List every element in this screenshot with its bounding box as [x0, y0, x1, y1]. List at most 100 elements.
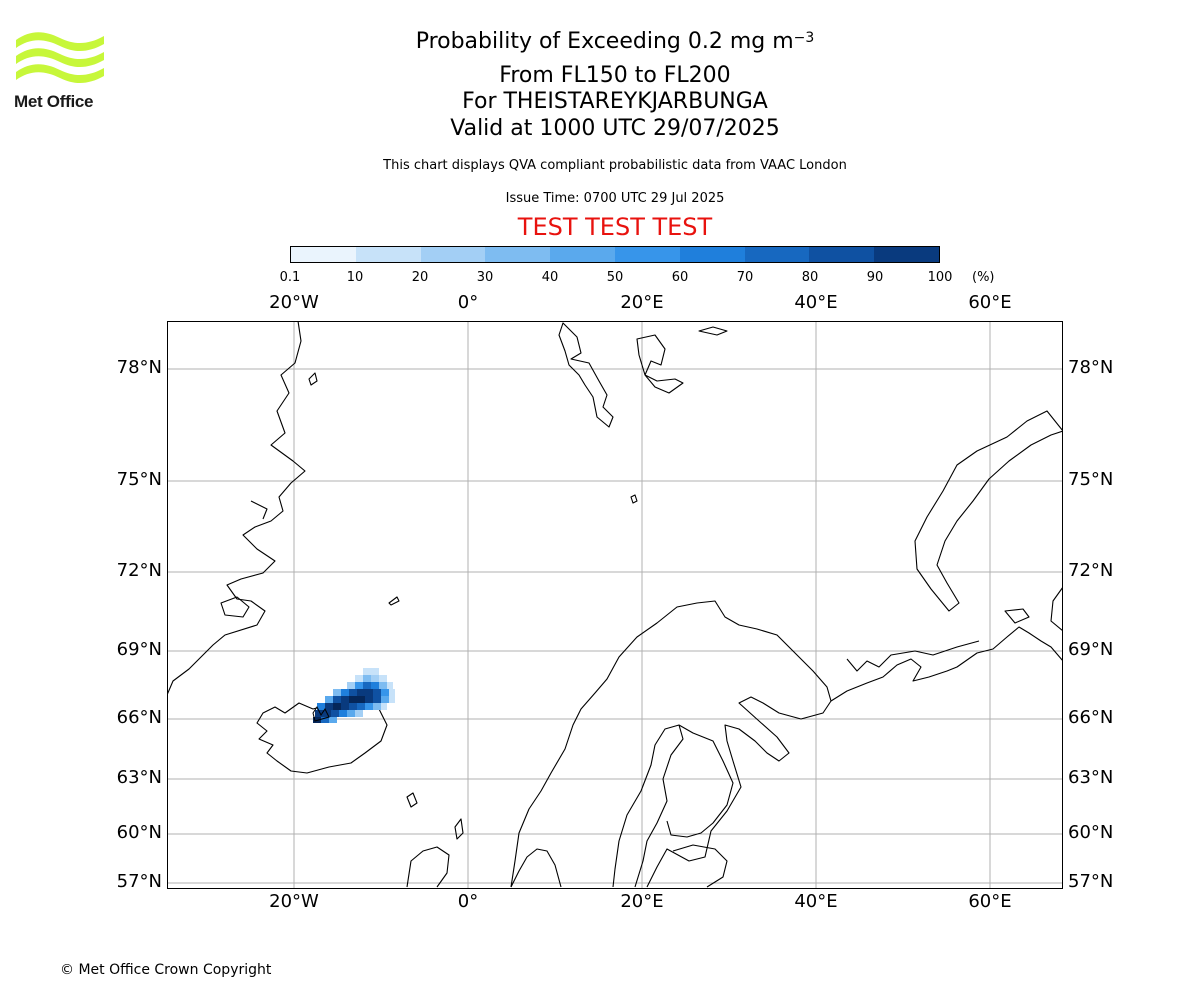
- plume-cell: [349, 689, 357, 696]
- longitude-label: 20°W: [269, 292, 319, 313]
- norway-south-coast: [510, 848, 562, 888]
- plume-cell: [381, 703, 387, 710]
- copyright: © Met Office Crown Copyright: [60, 962, 272, 978]
- plume-cell: [341, 703, 349, 710]
- chart-description: This chart displays QVA compliant probab…: [383, 158, 847, 173]
- colorbar-tick-label: 90: [866, 270, 884, 285]
- greenland-coastline: [167, 321, 306, 696]
- russian-coast-east: [846, 640, 980, 672]
- plume-cell: [371, 682, 379, 689]
- colorbar-segment: [291, 247, 356, 262]
- plume-cell: [333, 703, 341, 710]
- scandinavia-coastline: [510, 600, 832, 888]
- title-line1: Probability of Exceeding 0.2 mg m: [415, 29, 794, 54]
- plume-cell: [325, 703, 333, 710]
- plume-cell: [381, 696, 389, 703]
- colorbar-segment: [679, 247, 745, 262]
- plume-cell: [373, 689, 381, 696]
- kolguev: [1004, 608, 1030, 624]
- plume-cell: [357, 703, 365, 710]
- plume-cell: [389, 696, 395, 703]
- map-frame: [167, 321, 1063, 889]
- novaya-zemlya: [914, 410, 1063, 612]
- plume-cell: [333, 696, 341, 703]
- colorbar-tick-label: 50: [606, 270, 624, 285]
- latitude-label: 57°N: [1068, 871, 1114, 892]
- greenland-island-b: [220, 596, 250, 618]
- plume-cell: [355, 682, 363, 689]
- latitude-label: 60°N: [1068, 822, 1114, 843]
- plume-cell: [355, 675, 363, 682]
- colorbar-tick-label: 20: [411, 270, 429, 285]
- latitude-label: 69°N: [116, 639, 162, 660]
- latitude-label: 63°N: [116, 767, 162, 788]
- map-panel[interactable]: [167, 321, 1063, 889]
- plume-cell: [371, 668, 379, 675]
- colorbar-segment: [550, 247, 615, 262]
- plume-cell: [363, 675, 371, 682]
- colorbar-tick-label: 60: [671, 270, 689, 285]
- longitude-label: 40°E: [794, 292, 838, 313]
- plume-cell: [379, 682, 387, 689]
- latitude-label: 78°N: [116, 357, 162, 378]
- issue-time: Issue Time: 0700 UTC 29 Jul 2025: [505, 191, 725, 206]
- plume-cell: [373, 703, 381, 710]
- longitude-label: 60°E: [968, 891, 1012, 912]
- plume-cell: [347, 682, 355, 689]
- plume-cell: [341, 696, 349, 703]
- kola-coastline: [830, 626, 1063, 702]
- test-banner: TEST TEST TEST: [517, 213, 713, 241]
- latitude-label: 63°N: [1068, 767, 1114, 788]
- plume-cell: [365, 696, 373, 703]
- plume-cell: [371, 675, 379, 682]
- kvitoya: [698, 326, 728, 336]
- plume-cell: [365, 689, 373, 696]
- flight-level-range: From FL150 to FL200: [499, 63, 731, 88]
- plume-cell: [373, 696, 381, 703]
- colorbar-tick-label: 80: [801, 270, 819, 285]
- finland-coast: [666, 724, 734, 838]
- plume-cell: [365, 703, 373, 710]
- latitude-label: 57°N: [116, 871, 162, 892]
- latitude-label: 75°N: [116, 469, 162, 490]
- longitude-label: 0°: [457, 292, 479, 313]
- colorbar-segment: [809, 247, 875, 262]
- colorbar-segment: [420, 247, 486, 262]
- colorbar-segment: [614, 247, 680, 262]
- valid-time: Valid at 1000 UTC 29/07/2025: [450, 116, 780, 141]
- north-iceland-coast-detail: [312, 706, 330, 722]
- plume-cell: [363, 682, 371, 689]
- title-superscript: −3: [793, 30, 815, 46]
- coastlines: [167, 321, 1063, 888]
- plume-cell: [321, 717, 329, 723]
- chart-title: Probability of Exceeding 0.2 mg m−3: [300, 29, 930, 55]
- probability-colorbar: [290, 246, 940, 263]
- plume-cell: [355, 710, 363, 717]
- plume-cell: [315, 710, 323, 717]
- plume-cell: [349, 703, 357, 710]
- plume-cell: [317, 703, 325, 710]
- nordaustlandet: [636, 334, 684, 394]
- colorbar-tick-label: 0.1: [279, 270, 301, 285]
- latitude-label: 75°N: [1068, 469, 1114, 490]
- longitude-label: 20°E: [620, 292, 664, 313]
- estonia-coast: [672, 844, 728, 888]
- colorbar-tick-label: 40: [541, 270, 559, 285]
- ash-probability-plume: [312, 668, 395, 723]
- longitude-label: 20°E: [620, 891, 664, 912]
- longitude-label: 20°W: [269, 891, 319, 912]
- colorbar-tick-label: 30: [476, 270, 494, 285]
- latitude-label: 78°N: [1068, 357, 1114, 378]
- colorbar-tick-label: 100: [927, 270, 953, 285]
- plume-cell: [357, 689, 365, 696]
- plume-cell: [357, 696, 365, 703]
- latitude-label: 66°N: [116, 707, 162, 728]
- jan-mayen: [388, 596, 400, 606]
- vaygach: [1050, 586, 1063, 632]
- plume-cell: [381, 689, 389, 696]
- met-office-logo: [14, 30, 106, 114]
- colorbar-segment: [874, 247, 939, 262]
- plume-cell: [329, 717, 337, 723]
- bear-island: [630, 494, 638, 504]
- graticule: [167, 321, 1063, 889]
